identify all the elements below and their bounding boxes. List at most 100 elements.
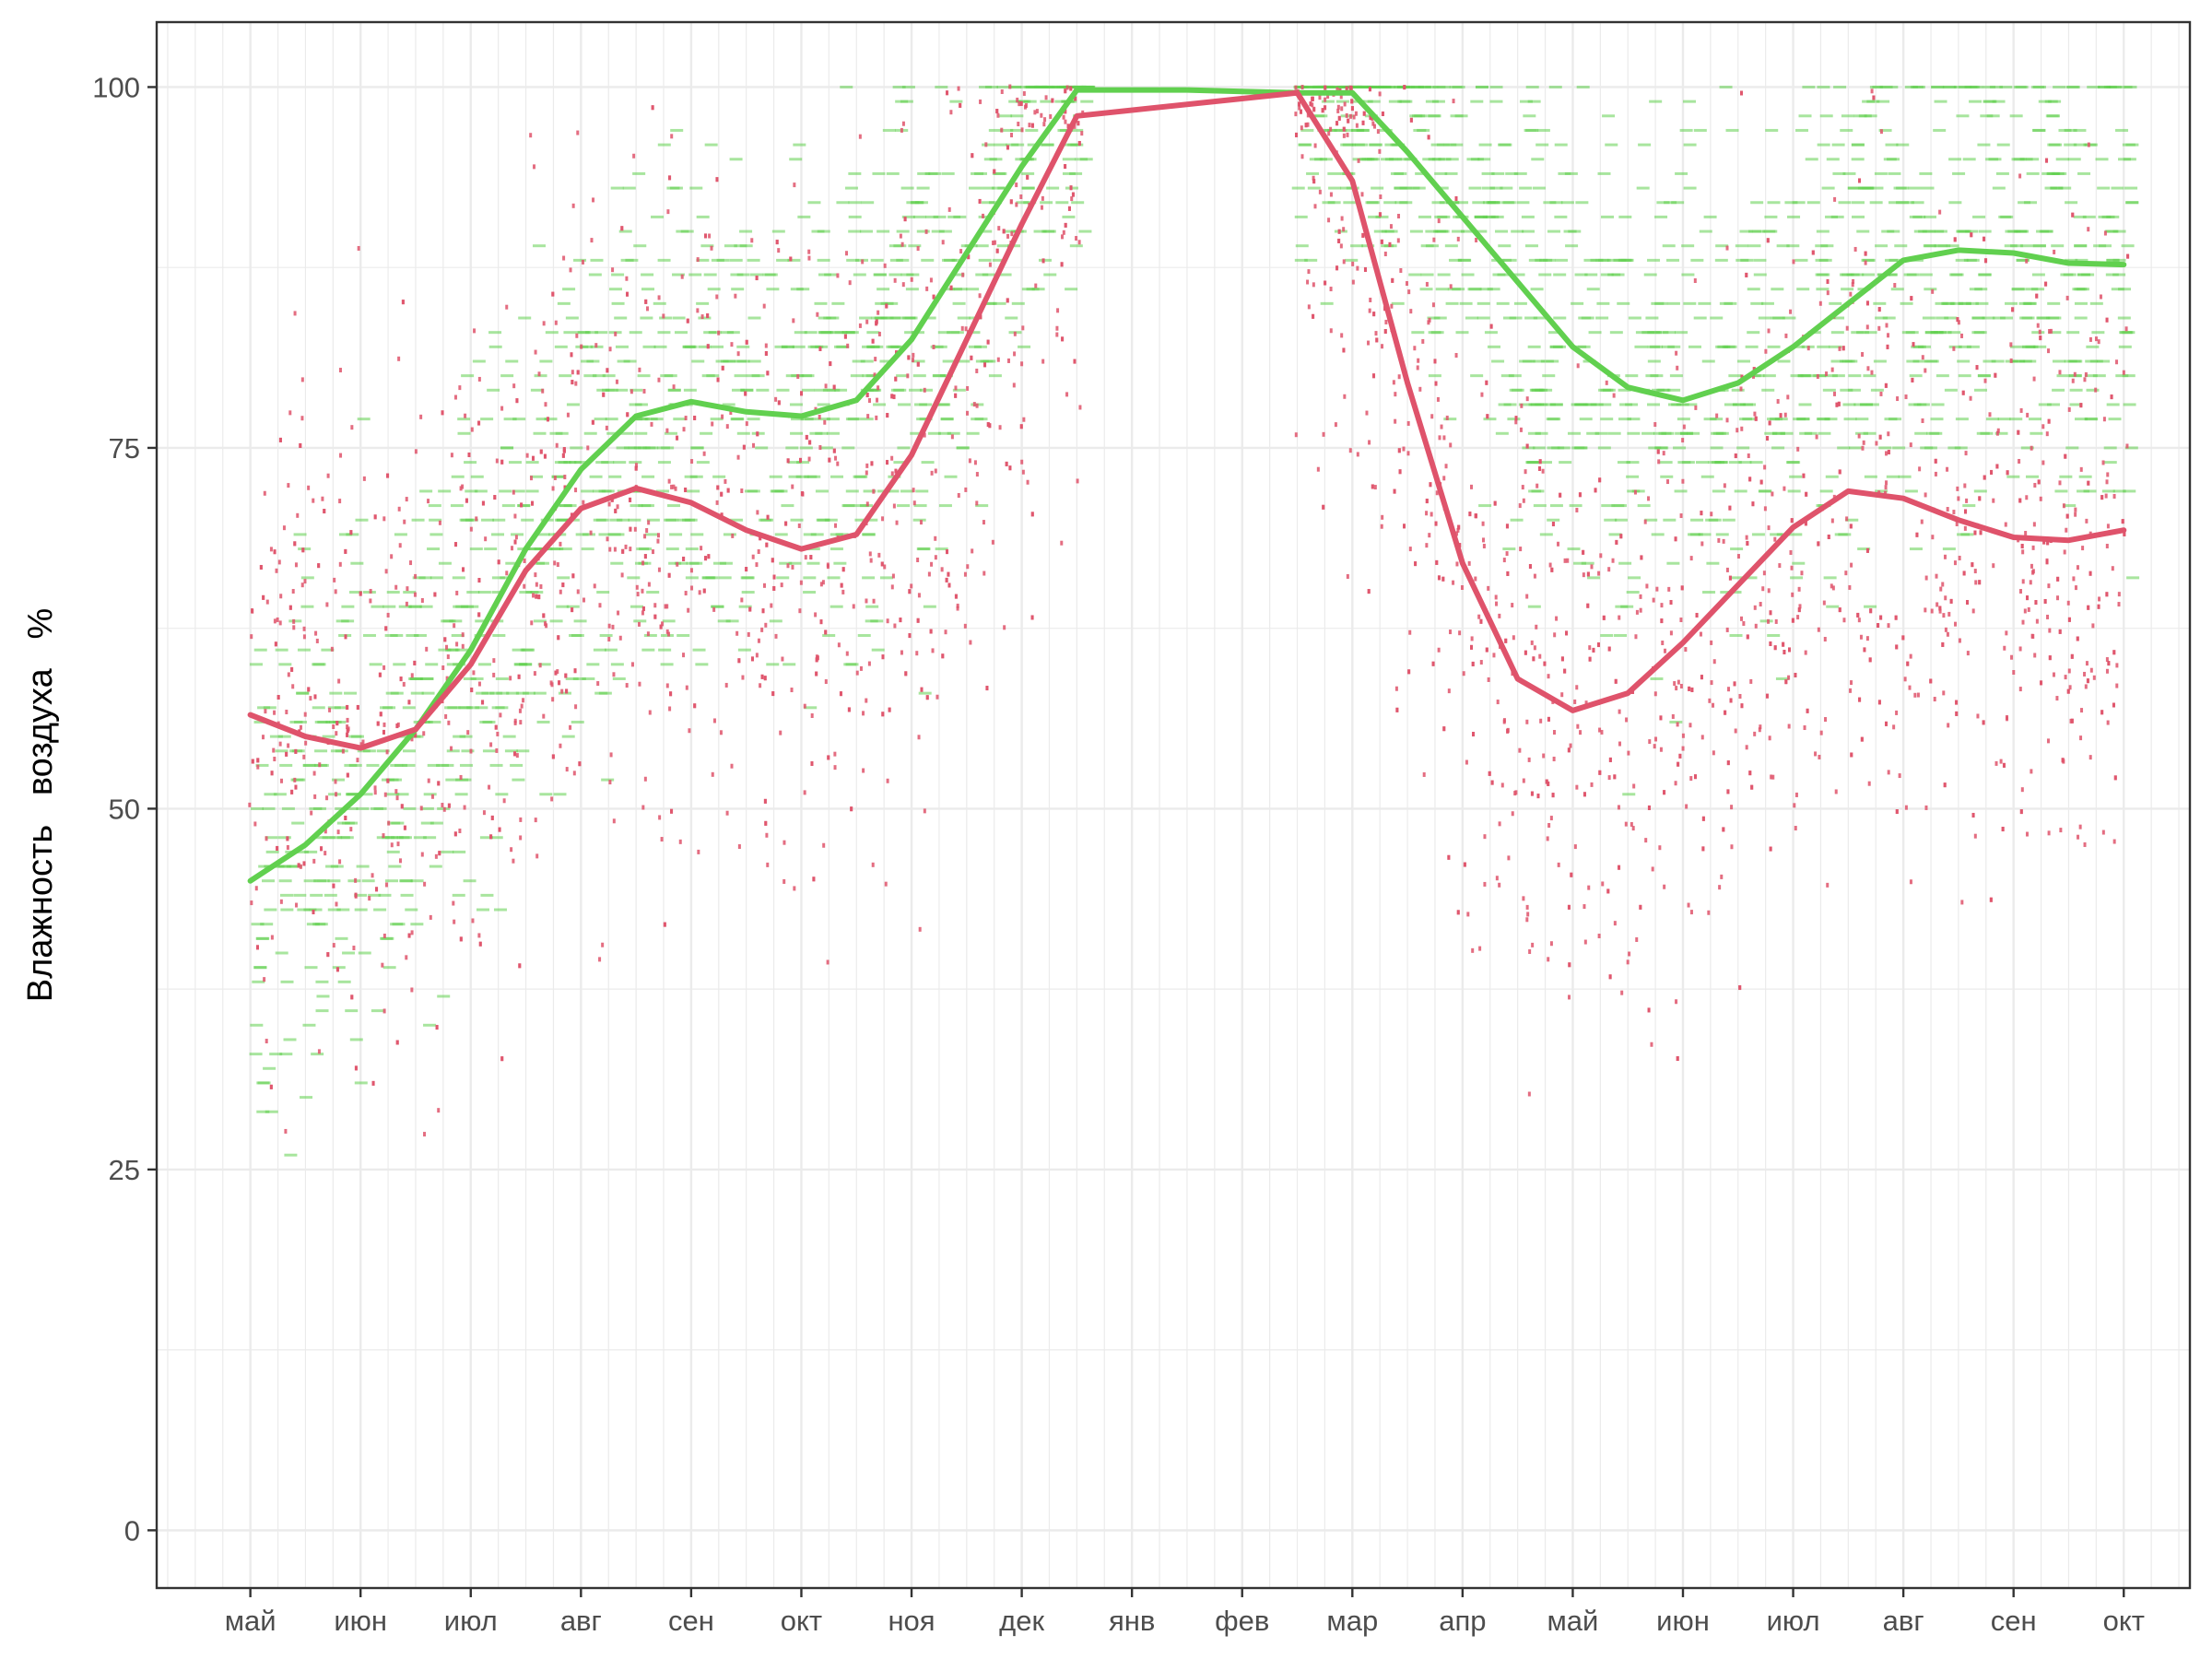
red-point bbox=[423, 1132, 427, 1137]
red-point bbox=[1700, 735, 1704, 740]
red-point bbox=[284, 1128, 288, 1134]
red-point bbox=[865, 698, 868, 703]
green-point bbox=[1543, 201, 1557, 205]
red-point bbox=[251, 759, 254, 764]
green-point bbox=[1010, 114, 1024, 118]
green-point bbox=[971, 418, 984, 421]
red-point bbox=[1896, 396, 1900, 402]
red-point bbox=[571, 380, 574, 385]
red-point bbox=[1973, 833, 1977, 839]
red-point bbox=[1969, 395, 1972, 401]
red-point bbox=[1838, 469, 1841, 475]
green-point bbox=[905, 288, 919, 291]
red-point bbox=[651, 549, 654, 555]
green-point bbox=[413, 836, 427, 840]
green-point bbox=[427, 547, 441, 551]
green-point bbox=[1730, 576, 1744, 580]
red-point bbox=[2105, 543, 2109, 548]
red-point bbox=[1394, 418, 1397, 424]
red-point bbox=[1375, 337, 1379, 343]
green-point bbox=[890, 388, 904, 392]
red-point bbox=[1941, 582, 1945, 587]
red-point bbox=[514, 535, 518, 540]
green-point bbox=[461, 749, 475, 753]
green-point bbox=[466, 591, 480, 594]
green-point bbox=[941, 258, 955, 262]
red-point bbox=[745, 421, 748, 427]
red-point bbox=[1608, 757, 1612, 762]
red-point bbox=[1013, 331, 1017, 336]
red-point bbox=[696, 308, 700, 313]
green-point bbox=[2012, 359, 2026, 363]
red-point bbox=[519, 835, 523, 841]
red-point bbox=[1445, 415, 1449, 420]
red-point bbox=[1447, 854, 1451, 860]
green-point bbox=[322, 836, 335, 840]
red-point bbox=[390, 842, 394, 848]
red-point bbox=[621, 548, 625, 554]
red-point bbox=[2087, 480, 2090, 486]
red-point bbox=[1884, 721, 1888, 726]
green-point bbox=[1618, 418, 1631, 421]
red-point bbox=[2025, 495, 2029, 500]
green-point bbox=[1976, 431, 1990, 435]
red-point bbox=[712, 606, 716, 612]
green-point bbox=[1575, 201, 1589, 205]
red-point bbox=[2032, 376, 2036, 382]
red-point bbox=[2027, 606, 2030, 612]
green-point bbox=[1581, 316, 1594, 320]
green-point bbox=[1787, 489, 1801, 493]
green-point bbox=[304, 850, 318, 853]
green-point bbox=[532, 244, 546, 248]
green-point bbox=[395, 793, 409, 796]
green-point bbox=[1944, 316, 1958, 320]
red-point bbox=[1391, 277, 1394, 283]
red-point bbox=[1487, 585, 1490, 591]
red-point bbox=[1751, 501, 1755, 507]
red-point bbox=[1062, 229, 1065, 235]
red-point bbox=[1921, 355, 1924, 360]
green-point bbox=[982, 143, 995, 147]
green-point bbox=[1062, 158, 1076, 161]
red-point bbox=[793, 182, 796, 188]
green-point bbox=[932, 374, 946, 378]
green-point bbox=[255, 936, 269, 940]
green-point bbox=[314, 720, 328, 724]
green-point bbox=[2086, 388, 2100, 392]
green-point bbox=[547, 547, 560, 551]
red-point bbox=[664, 604, 667, 609]
red-point bbox=[437, 1108, 441, 1113]
red-point bbox=[410, 736, 414, 742]
red-point bbox=[551, 754, 555, 759]
green-point bbox=[680, 229, 694, 233]
red-point bbox=[1701, 846, 1705, 852]
green-point bbox=[1554, 143, 1568, 147]
green-point bbox=[824, 273, 838, 276]
red-point bbox=[1681, 733, 1685, 738]
green-point bbox=[1992, 186, 2006, 190]
red-point bbox=[779, 730, 782, 735]
red-point bbox=[561, 582, 565, 588]
green-point bbox=[1791, 345, 1805, 348]
green-point bbox=[771, 229, 785, 233]
green-point bbox=[657, 331, 671, 335]
red-point bbox=[704, 556, 708, 561]
green-point bbox=[1771, 446, 1785, 450]
green-point bbox=[481, 518, 495, 522]
red-point bbox=[390, 554, 394, 559]
red-point bbox=[531, 455, 535, 461]
red-point bbox=[829, 361, 832, 367]
red-point bbox=[611, 267, 615, 273]
red-point bbox=[985, 686, 989, 691]
green-point bbox=[756, 388, 770, 392]
red-point bbox=[1946, 466, 1949, 472]
green-point bbox=[264, 908, 277, 912]
red-point bbox=[641, 610, 644, 616]
green-point bbox=[1817, 418, 1830, 421]
red-point bbox=[1963, 525, 1967, 531]
red-point bbox=[1730, 805, 1734, 810]
red-point bbox=[745, 339, 748, 345]
green-point bbox=[669, 533, 683, 536]
red-point bbox=[422, 731, 426, 736]
green-point bbox=[1765, 128, 1779, 132]
